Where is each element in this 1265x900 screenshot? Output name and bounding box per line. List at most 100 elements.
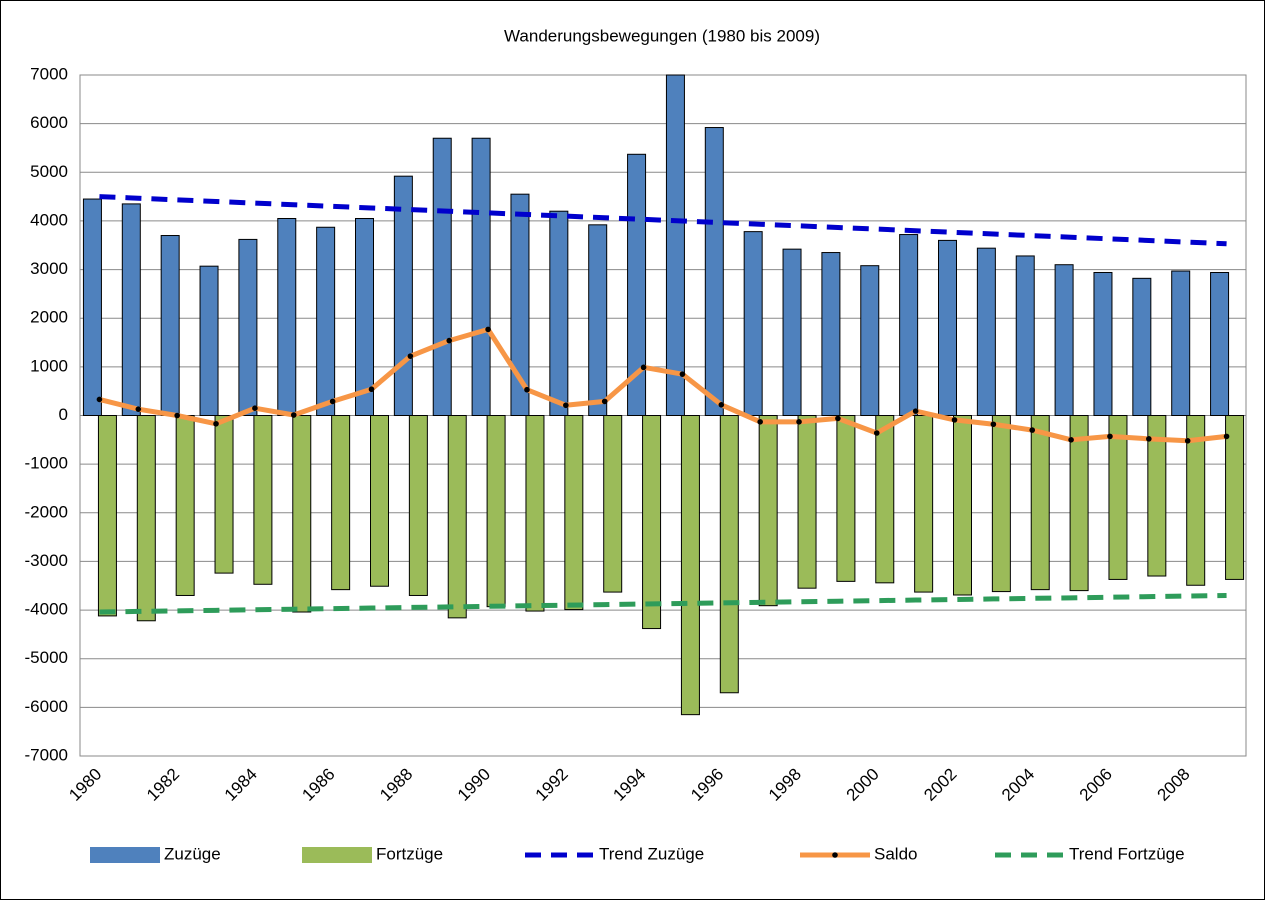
- bar: [238, 238, 258, 416]
- bar: [292, 415, 312, 613]
- bar: [471, 137, 491, 416]
- y-tick-label: 3000: [30, 259, 68, 278]
- line: [99, 593, 1227, 615]
- bar: [316, 226, 336, 416]
- y-tick-label: -2000: [25, 502, 68, 521]
- bar: [253, 415, 273, 585]
- marker: [485, 326, 491, 333]
- bar: [549, 210, 569, 416]
- legend-swatch: [302, 847, 372, 863]
- y-tick-label: 1000: [30, 356, 68, 375]
- bar: [564, 415, 584, 611]
- marker: [1146, 436, 1152, 442]
- y-tick-label: 4000: [30, 210, 68, 229]
- marker: [213, 420, 219, 427]
- bar: [665, 74, 685, 416]
- bar: [447, 415, 467, 619]
- marker: [1223, 433, 1230, 440]
- y-tick-label: -1000: [25, 454, 68, 473]
- bar: [525, 415, 545, 612]
- bar: [976, 247, 996, 416]
- bar: [758, 415, 778, 607]
- bar: [1171, 270, 1191, 416]
- legend-label: Trend Fortzüge: [1069, 844, 1185, 863]
- bar: [991, 415, 1011, 593]
- marker: [368, 386, 375, 393]
- marker: [174, 412, 180, 419]
- bar: [432, 137, 452, 416]
- marker: [329, 398, 336, 405]
- legend-label: Zuzüge: [164, 844, 221, 863]
- bar: [1093, 271, 1113, 416]
- bar: [1030, 415, 1050, 591]
- marker: [252, 405, 258, 412]
- bar: [121, 203, 141, 416]
- y-tick-label: -4000: [25, 600, 68, 619]
- bar: [214, 415, 234, 574]
- marker: [96, 396, 103, 403]
- marker: [290, 412, 297, 418]
- y-tick-label: -7000: [25, 745, 68, 764]
- marker: [640, 364, 647, 371]
- bar: [82, 198, 102, 416]
- bar: [393, 175, 413, 416]
- marker: [679, 371, 686, 377]
- marker: [1029, 427, 1036, 433]
- marker: [1068, 437, 1074, 443]
- bar: [370, 415, 389, 587]
- marker: [1107, 433, 1113, 440]
- bar: [899, 234, 919, 416]
- bar: [175, 415, 195, 596]
- bar: [199, 265, 219, 417]
- chart-title: Wanderungsbewegungen (1980 bis 2009): [504, 26, 820, 45]
- bar: [1132, 277, 1152, 416]
- marker: [1184, 437, 1191, 444]
- marker: [951, 417, 958, 423]
- bar: [331, 415, 351, 591]
- bar: [836, 415, 856, 582]
- bar: [1108, 415, 1128, 580]
- bar: [588, 224, 608, 416]
- bar: [1210, 271, 1230, 416]
- line: [99, 194, 1227, 247]
- bar: [821, 252, 841, 416]
- bar: [97, 415, 117, 617]
- bar: [704, 127, 724, 417]
- marker: [757, 419, 763, 425]
- marker: [446, 337, 453, 344]
- y-tick-label: -3000: [25, 551, 68, 570]
- bar: [953, 415, 972, 596]
- bar: [914, 415, 934, 593]
- legend-marker: [832, 852, 838, 858]
- bar: [136, 415, 156, 622]
- marker: [563, 402, 569, 409]
- marker: [912, 408, 919, 414]
- marker: [990, 421, 997, 428]
- bar: [1186, 415, 1206, 586]
- bar: [797, 415, 817, 589]
- marker: [796, 419, 802, 425]
- bar: [875, 415, 895, 584]
- legend-label: Saldo: [874, 844, 917, 863]
- y-tick-label: 6000: [30, 113, 68, 132]
- bar: [355, 217, 374, 416]
- bar: [860, 265, 880, 416]
- marker: [407, 353, 414, 359]
- bar: [510, 193, 530, 416]
- bar: [680, 415, 700, 716]
- legend-label: Fortzüge: [376, 844, 443, 863]
- bar: [743, 231, 763, 416]
- legend-swatch: [90, 847, 160, 863]
- bar: [408, 415, 428, 596]
- bar: [1054, 264, 1074, 417]
- bar: [1225, 415, 1245, 580]
- marker: [524, 386, 530, 393]
- bar: [719, 415, 739, 694]
- y-tick-label: -5000: [25, 648, 68, 667]
- y-tick-label: 5000: [30, 162, 68, 181]
- bar: [782, 248, 802, 416]
- y-tick-label: 7000: [30, 64, 68, 83]
- y-tick-label: 2000: [30, 308, 68, 327]
- bar: [938, 239, 957, 416]
